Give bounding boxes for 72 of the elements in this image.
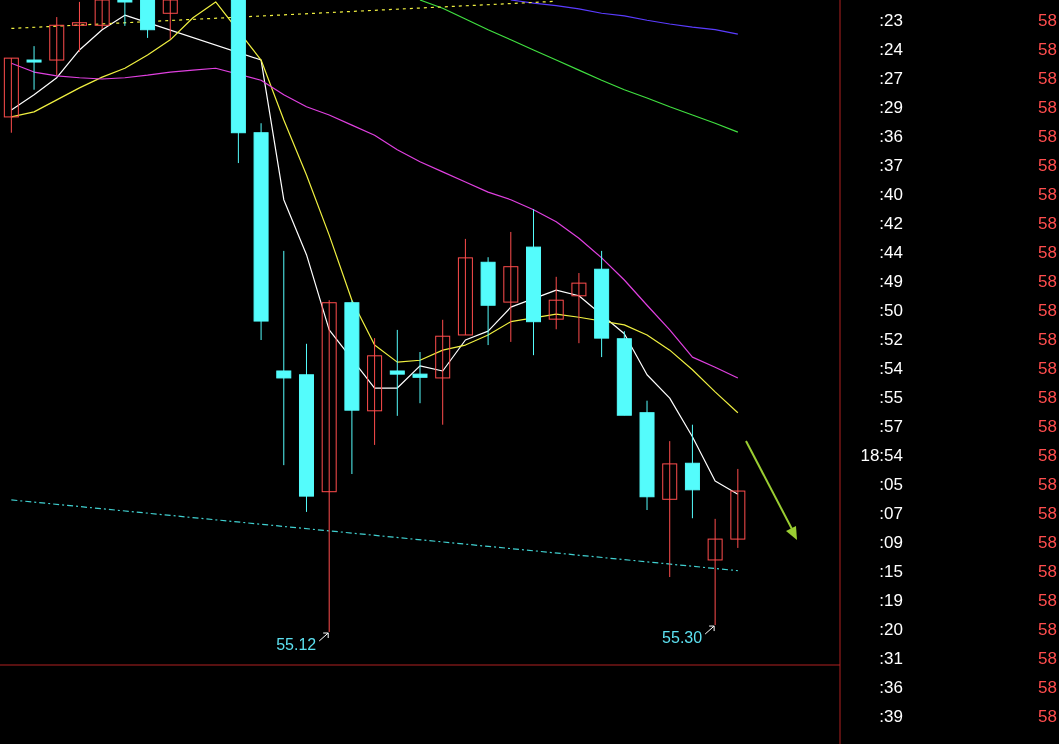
text: :44	[879, 243, 903, 262]
candlestick	[276, 250, 292, 466]
text: 58	[1038, 359, 1057, 378]
text: :31	[879, 649, 903, 668]
text: 58	[1038, 272, 1057, 291]
text: :36	[879, 127, 903, 146]
text: :07	[879, 504, 903, 523]
candlestick	[457, 238, 473, 336]
text: 58	[1038, 127, 1057, 146]
text: 55.12	[276, 636, 317, 653]
candlestick	[503, 231, 519, 343]
text: 58	[1038, 533, 1057, 552]
candlestick	[321, 299, 337, 633]
text: 58	[1038, 40, 1057, 59]
text: :37	[879, 156, 903, 175]
text: :09	[879, 533, 903, 552]
text: :20	[879, 620, 903, 639]
text: 58	[1038, 69, 1057, 88]
text: 58	[1038, 620, 1057, 639]
text: :19	[879, 591, 903, 610]
text: :36	[879, 678, 903, 697]
candlestick	[707, 518, 723, 626]
candlestick	[435, 319, 451, 426]
candlestick	[26, 45, 42, 91]
text: :55	[879, 388, 903, 407]
text: 58	[1038, 417, 1057, 436]
candlestick	[662, 440, 678, 578]
text: 58	[1038, 678, 1057, 697]
candlestick	[162, 0, 178, 40]
text: 58	[1038, 11, 1057, 30]
candlestick	[730, 468, 746, 549]
text: 58	[1038, 649, 1057, 668]
text: :42	[879, 214, 903, 233]
text: 58	[1038, 243, 1057, 262]
text: 58	[1038, 446, 1057, 465]
text: 58	[1038, 504, 1057, 523]
text: 58	[1038, 707, 1057, 726]
candlestick	[3, 57, 19, 134]
text: :39	[879, 707, 903, 726]
candlestick	[571, 272, 587, 344]
text: :24	[879, 40, 903, 59]
text: :23	[879, 11, 903, 30]
text: :15	[879, 562, 903, 581]
text: 58	[1038, 185, 1057, 204]
text: :52	[879, 330, 903, 349]
text: :50	[879, 301, 903, 320]
annotation: 55.30	[662, 629, 703, 647]
text: :54	[879, 359, 903, 378]
candlestick	[117, 0, 133, 27]
candlestick	[548, 276, 564, 330]
text: 58	[1038, 475, 1057, 494]
text: :40	[879, 185, 903, 204]
text: 58	[1038, 330, 1057, 349]
text: :27	[879, 69, 903, 88]
candlestick	[94, 0, 110, 30]
text: :57	[879, 417, 903, 436]
text: 58	[1038, 214, 1057, 233]
text: 58	[1038, 301, 1057, 320]
text: 58	[1038, 562, 1057, 581]
text: 58	[1038, 388, 1057, 407]
candlestick	[367, 337, 383, 446]
candlestick	[412, 351, 428, 404]
text: 58	[1038, 98, 1057, 117]
text: :49	[879, 272, 903, 291]
text: :29	[879, 98, 903, 117]
text: 58	[1038, 591, 1057, 610]
text: 18:54	[860, 446, 903, 465]
candlestick	[71, 1, 87, 53]
candlestick	[49, 16, 65, 76]
text: :05	[879, 475, 903, 494]
candlestick	[389, 329, 405, 417]
text: 58	[1038, 156, 1057, 175]
